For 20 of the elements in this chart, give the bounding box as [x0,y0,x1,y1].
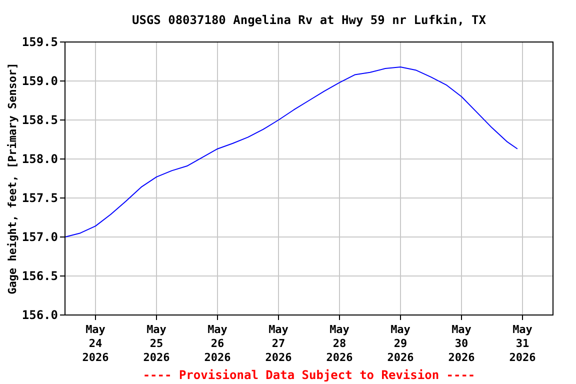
y-tick-label: 159.0 [22,74,58,88]
x-tick-label: May 31 2026 [509,323,536,364]
y-tick-label: 156.0 [22,308,58,322]
y-tick-label: 158.5 [22,113,58,127]
y-tick-label: 157.0 [22,230,58,244]
x-tick-label: May 29 2026 [387,323,414,364]
text: ---- Provisional Data Subject to Revision ---- [142,368,476,382]
x-tick-label: May 28 2026 [326,323,354,364]
x-tick-label: May 24 2026 [82,323,110,364]
x-tick-label: May 26 2026 [204,323,232,364]
x-tick-label: May 25 2026 [143,323,170,364]
x-tick-label: May 30 2026 [448,323,476,364]
y-tick-label: 157.5 [22,191,58,205]
x-tick-label: May 27 2026 [265,323,292,364]
y-tick-label: 159.5 [22,35,58,49]
line-series [64,66,518,238]
y-tick-label: 156.5 [22,269,58,283]
chart-title: USGS 08037180 Angelina Rv at Hwy 59 nr Lufkin, TX [132,13,487,27]
y-axis-title: Gage height, feet, [Primary Sensor] [6,62,19,294]
y-tick-label: 158.0 [22,152,58,166]
